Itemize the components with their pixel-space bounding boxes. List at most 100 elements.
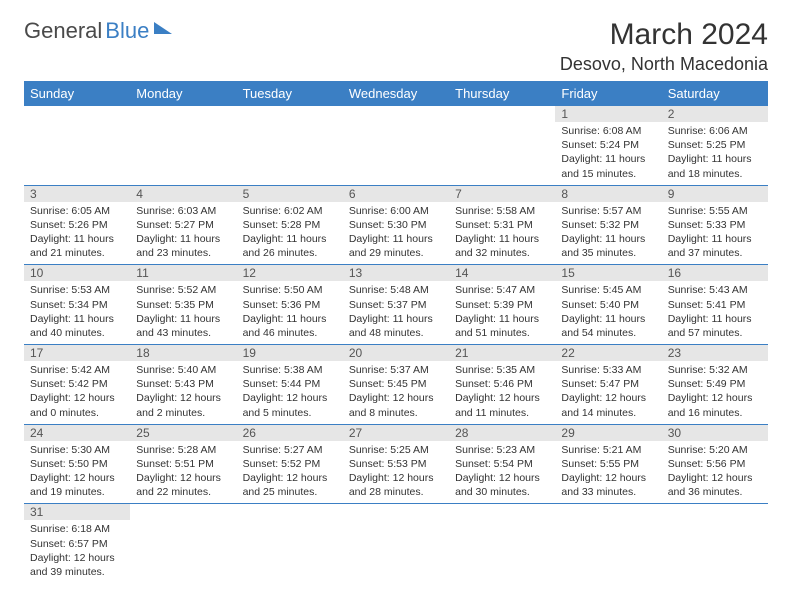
day-details: Sunrise: 5:45 AMSunset: 5:40 PMDaylight:… (555, 281, 661, 344)
calendar-cell: 24Sunrise: 5:30 AMSunset: 5:50 PMDayligh… (24, 424, 130, 504)
day-details: Sunrise: 5:42 AMSunset: 5:42 PMDaylight:… (24, 361, 130, 424)
calendar-row: 1Sunrise: 6:08 AMSunset: 5:24 PMDaylight… (24, 106, 768, 185)
dow-tuesday: Tuesday (237, 81, 343, 106)
day-details: Sunrise: 5:40 AMSunset: 5:43 PMDaylight:… (130, 361, 236, 424)
calendar-cell: 27Sunrise: 5:25 AMSunset: 5:53 PMDayligh… (343, 424, 449, 504)
calendar-cell: 8Sunrise: 5:57 AMSunset: 5:32 PMDaylight… (555, 185, 661, 265)
calendar-cell (237, 504, 343, 589)
day-number: 17 (24, 345, 130, 361)
calendar-cell (24, 106, 130, 185)
calendar-cell: 30Sunrise: 5:20 AMSunset: 5:56 PMDayligh… (662, 424, 768, 504)
dow-saturday: Saturday (662, 81, 768, 106)
calendar-cell (555, 504, 661, 589)
day-details: Sunrise: 5:50 AMSunset: 5:36 PMDaylight:… (237, 281, 343, 344)
logo: GeneralBlue (24, 18, 172, 44)
day-details: Sunrise: 5:28 AMSunset: 5:51 PMDaylight:… (130, 441, 236, 504)
calendar-cell (449, 106, 555, 185)
calendar-cell: 19Sunrise: 5:38 AMSunset: 5:44 PMDayligh… (237, 345, 343, 425)
day-number: 12 (237, 265, 343, 281)
day-number: 27 (343, 425, 449, 441)
calendar-cell (449, 504, 555, 589)
day-number: 4 (130, 186, 236, 202)
calendar-cell: 26Sunrise: 5:27 AMSunset: 5:52 PMDayligh… (237, 424, 343, 504)
day-number: 22 (555, 345, 661, 361)
calendar-cell (130, 106, 236, 185)
calendar-cell (343, 106, 449, 185)
day-number: 31 (24, 504, 130, 520)
location-subtitle: Desovo, North Macedonia (560, 54, 768, 75)
day-number: 14 (449, 265, 555, 281)
calendar-cell: 22Sunrise: 5:33 AMSunset: 5:47 PMDayligh… (555, 345, 661, 425)
day-number: 1 (555, 106, 661, 122)
calendar-cell (662, 504, 768, 589)
day-number: 16 (662, 265, 768, 281)
calendar-header-row: Sunday Monday Tuesday Wednesday Thursday… (24, 81, 768, 106)
day-number: 10 (24, 265, 130, 281)
calendar-cell: 17Sunrise: 5:42 AMSunset: 5:42 PMDayligh… (24, 345, 130, 425)
calendar-row: 24Sunrise: 5:30 AMSunset: 5:50 PMDayligh… (24, 424, 768, 504)
day-number: 18 (130, 345, 236, 361)
dow-wednesday: Wednesday (343, 81, 449, 106)
title-block: March 2024 Desovo, North Macedonia (560, 18, 768, 75)
day-details: Sunrise: 5:47 AMSunset: 5:39 PMDaylight:… (449, 281, 555, 344)
calendar-cell: 5Sunrise: 6:02 AMSunset: 5:28 PMDaylight… (237, 185, 343, 265)
calendar-cell: 7Sunrise: 5:58 AMSunset: 5:31 PMDaylight… (449, 185, 555, 265)
day-details: Sunrise: 5:57 AMSunset: 5:32 PMDaylight:… (555, 202, 661, 265)
day-details: Sunrise: 5:48 AMSunset: 5:37 PMDaylight:… (343, 281, 449, 344)
day-number: 11 (130, 265, 236, 281)
calendar-cell: 16Sunrise: 5:43 AMSunset: 5:41 PMDayligh… (662, 265, 768, 345)
day-number: 29 (555, 425, 661, 441)
day-number: 26 (237, 425, 343, 441)
calendar-table: Sunday Monday Tuesday Wednesday Thursday… (24, 81, 768, 589)
day-details: Sunrise: 5:43 AMSunset: 5:41 PMDaylight:… (662, 281, 768, 344)
dow-sunday: Sunday (24, 81, 130, 106)
day-number: 7 (449, 186, 555, 202)
day-details: Sunrise: 5:55 AMSunset: 5:33 PMDaylight:… (662, 202, 768, 265)
calendar-cell: 13Sunrise: 5:48 AMSunset: 5:37 PMDayligh… (343, 265, 449, 345)
calendar-cell: 10Sunrise: 5:53 AMSunset: 5:34 PMDayligh… (24, 265, 130, 345)
calendar-cell: 18Sunrise: 5:40 AMSunset: 5:43 PMDayligh… (130, 345, 236, 425)
day-details: Sunrise: 5:23 AMSunset: 5:54 PMDaylight:… (449, 441, 555, 504)
calendar-cell: 2Sunrise: 6:06 AMSunset: 5:25 PMDaylight… (662, 106, 768, 185)
day-details: Sunrise: 5:27 AMSunset: 5:52 PMDaylight:… (237, 441, 343, 504)
day-number: 25 (130, 425, 236, 441)
day-number: 15 (555, 265, 661, 281)
calendar-cell: 3Sunrise: 6:05 AMSunset: 5:26 PMDaylight… (24, 185, 130, 265)
day-details: Sunrise: 5:21 AMSunset: 5:55 PMDaylight:… (555, 441, 661, 504)
day-number: 20 (343, 345, 449, 361)
calendar-cell: 6Sunrise: 6:00 AMSunset: 5:30 PMDaylight… (343, 185, 449, 265)
calendar-row: 31Sunrise: 6:18 AMSunset: 6:57 PMDayligh… (24, 504, 768, 589)
day-details: Sunrise: 6:03 AMSunset: 5:27 PMDaylight:… (130, 202, 236, 265)
dow-thursday: Thursday (449, 81, 555, 106)
calendar-cell: 21Sunrise: 5:35 AMSunset: 5:46 PMDayligh… (449, 345, 555, 425)
calendar-cell (237, 106, 343, 185)
calendar-cell: 9Sunrise: 5:55 AMSunset: 5:33 PMDaylight… (662, 185, 768, 265)
calendar-cell: 23Sunrise: 5:32 AMSunset: 5:49 PMDayligh… (662, 345, 768, 425)
calendar-cell (130, 504, 236, 589)
day-details: Sunrise: 5:25 AMSunset: 5:53 PMDaylight:… (343, 441, 449, 504)
calendar-row: 3Sunrise: 6:05 AMSunset: 5:26 PMDaylight… (24, 185, 768, 265)
day-details: Sunrise: 6:02 AMSunset: 5:28 PMDaylight:… (237, 202, 343, 265)
day-number: 9 (662, 186, 768, 202)
day-details: Sunrise: 5:33 AMSunset: 5:47 PMDaylight:… (555, 361, 661, 424)
day-details: Sunrise: 5:52 AMSunset: 5:35 PMDaylight:… (130, 281, 236, 344)
day-number: 21 (449, 345, 555, 361)
day-number: 3 (24, 186, 130, 202)
day-number: 5 (237, 186, 343, 202)
day-details: Sunrise: 6:08 AMSunset: 5:24 PMDaylight:… (555, 122, 661, 185)
day-number: 23 (662, 345, 768, 361)
day-number: 30 (662, 425, 768, 441)
day-number: 2 (662, 106, 768, 122)
page-title: March 2024 (560, 18, 768, 52)
calendar-cell: 12Sunrise: 5:50 AMSunset: 5:36 PMDayligh… (237, 265, 343, 345)
day-number: 24 (24, 425, 130, 441)
day-details: Sunrise: 5:37 AMSunset: 5:45 PMDaylight:… (343, 361, 449, 424)
day-details: Sunrise: 5:32 AMSunset: 5:49 PMDaylight:… (662, 361, 768, 424)
calendar-cell: 29Sunrise: 5:21 AMSunset: 5:55 PMDayligh… (555, 424, 661, 504)
logo-text-general: General (24, 18, 102, 44)
day-details: Sunrise: 6:05 AMSunset: 5:26 PMDaylight:… (24, 202, 130, 265)
day-details: Sunrise: 5:58 AMSunset: 5:31 PMDaylight:… (449, 202, 555, 265)
header: GeneralBlue March 2024 Desovo, North Mac… (24, 18, 768, 75)
calendar-cell: 31Sunrise: 6:18 AMSunset: 6:57 PMDayligh… (24, 504, 130, 589)
calendar-cell: 25Sunrise: 5:28 AMSunset: 5:51 PMDayligh… (130, 424, 236, 504)
